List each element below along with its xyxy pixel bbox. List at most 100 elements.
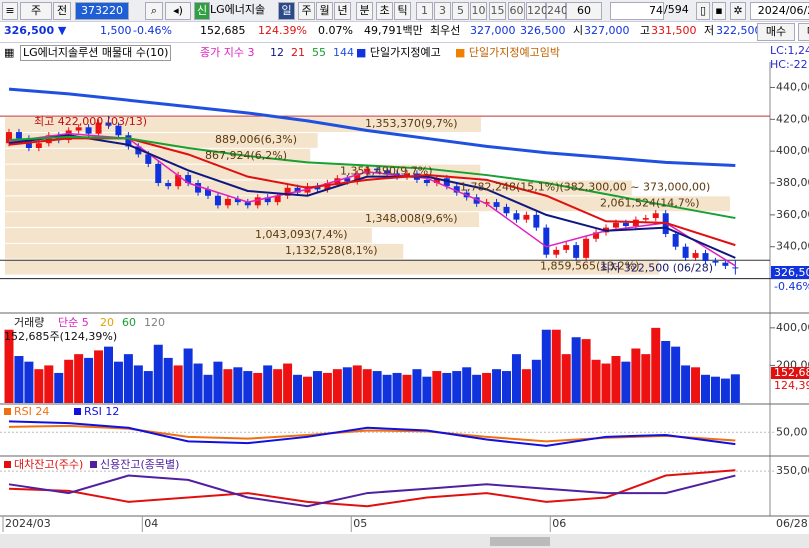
toolbar: ≡ 주 전 373220 ⌕ ◂) 신 LG에너지솔 일 주 월 년 분 초 틱 1 3 5 10 1… [0, 0, 809, 22]
bar-count[interactable]: 74 [610, 2, 664, 20]
period-button[interactable]: 초 [376, 2, 393, 20]
candle-body [543, 227, 550, 255]
notice-2: ■ 단일가지정예고임박 [455, 46, 560, 59]
interval-button[interactable]: 1 [416, 2, 433, 20]
price: 326,500 ▼ [4, 24, 67, 37]
stock-code-input[interactable]: 373220 [75, 2, 129, 20]
dropdown[interactable]: 주 [20, 2, 52, 20]
period-button[interactable]: 주 [298, 2, 315, 20]
legend-label: 대차잔고(주수) [14, 458, 83, 471]
volume-bar [621, 361, 631, 403]
interval-button[interactable]: 120 [526, 2, 548, 20]
y-tick-label: 340,000 [776, 240, 809, 253]
panel-title: 거래량 [14, 316, 44, 329]
period-button[interactable]: 년 [334, 2, 351, 20]
volume-profile-bar [5, 243, 404, 259]
candle-body [453, 186, 460, 193]
tool-icon[interactable]: ▯ [696, 2, 710, 20]
volume-profile-bar [5, 196, 730, 212]
sound-button[interactable]: ◂) [165, 2, 191, 20]
search-button[interactable]: ⌕ [145, 2, 163, 20]
scrollbar[interactable] [0, 534, 809, 548]
candle-body [612, 222, 619, 228]
candle-body [553, 249, 560, 255]
volume-bar [44, 365, 54, 403]
y-tick-label: 400,000 [776, 144, 809, 157]
candle-body [195, 183, 202, 193]
chart-title: LG에너지솔루션 매물대 수(10) [20, 45, 172, 61]
candle-body [165, 183, 172, 187]
prev-button[interactable]: 전 [53, 2, 71, 20]
volume-bar [332, 369, 342, 403]
date-input[interactable]: 2024/06/2 [750, 2, 809, 20]
candle-body [125, 135, 132, 147]
volume-profile-bar [5, 259, 659, 275]
scroll-buttons[interactable] [490, 537, 550, 546]
ma-legend: 120 [144, 316, 165, 329]
candle-body [244, 202, 251, 206]
interval-button[interactable]: 60 [508, 2, 525, 20]
legend-swatch [4, 408, 11, 415]
interval-button[interactable]: 3 [434, 2, 451, 20]
settings-icon[interactable]: ✲ [730, 2, 746, 20]
ma-legend: 12 [270, 46, 284, 59]
volume-bar [54, 372, 64, 403]
save-icon[interactable]: ▪ [712, 2, 726, 20]
interval-button[interactable]: 240 [546, 2, 568, 20]
candle-body [583, 238, 590, 258]
candle-body [115, 125, 122, 136]
candle-body [692, 253, 699, 258]
period-button[interactable]: 틱 [394, 2, 411, 20]
volume-profile-label: 1,348,008(9,6%) [365, 212, 458, 225]
candle-body [234, 198, 241, 203]
turnover: 0.07% [318, 24, 353, 37]
volume-bar [422, 376, 432, 403]
notice-text: 단일가지정예고임박 [468, 46, 560, 59]
candle-body [503, 206, 510, 214]
interval-select[interactable]: 60 [566, 2, 602, 20]
interval-button[interactable]: 10 [470, 2, 487, 20]
quote-bar: 326,500 ▼ 1,500 -0.46% 152,685 124.39% 0… [0, 22, 809, 43]
series-line [8, 135, 736, 220]
candle-body [224, 198, 231, 206]
period-button[interactable]: 일 [278, 2, 295, 20]
volume-bar [641, 354, 651, 403]
last-price: 326,500 [774, 266, 809, 279]
volume-bar [452, 371, 462, 403]
y-tick-label: 350,00 [776, 464, 809, 477]
period-button[interactable]: 분 [356, 2, 373, 20]
menu-icon[interactable]: ≡ [2, 2, 18, 20]
ma-legend: 20 [100, 316, 114, 329]
candle-body [185, 175, 192, 184]
candle-body [374, 168, 381, 171]
candle-body [384, 170, 391, 174]
sell-button[interactable]: 매도 [798, 23, 809, 41]
last-volume: 152,68 [774, 366, 809, 379]
candle-body [533, 214, 540, 228]
last-volume-ratio: 124,39 [774, 379, 809, 392]
open-label: 시 [573, 24, 584, 37]
market-badge: 신 [194, 2, 210, 20]
volume-profile-label: 1,043,093(7,4%) [255, 228, 348, 241]
volume-bar [681, 365, 691, 403]
candle-body [652, 213, 659, 219]
candle-body [732, 267, 739, 269]
volume-bar [312, 371, 322, 403]
interval-button[interactable]: 5 [452, 2, 469, 20]
volume-bar [581, 339, 591, 403]
volume-profile-label: 1,353,370(9,7%) [365, 117, 458, 130]
y-tick-label: 400,000 [776, 321, 809, 334]
volume-bar [193, 363, 203, 403]
interval-button[interactable]: 15 [489, 2, 506, 20]
chart-icon: ▦ [4, 46, 15, 59]
volume-bar [362, 369, 372, 403]
volume-bar [293, 374, 303, 403]
candle-body [254, 197, 261, 206]
volume-profile-label: 1,859,565(13,2%) [540, 260, 640, 273]
buy-button[interactable]: 매수 [757, 23, 795, 41]
period-button[interactable]: 월 [316, 2, 333, 20]
volume-bar [382, 374, 392, 403]
notice-text: 단일가지정예고 [369, 46, 441, 59]
x-end-label: 06/28 [776, 517, 808, 530]
candle-body [105, 122, 112, 126]
